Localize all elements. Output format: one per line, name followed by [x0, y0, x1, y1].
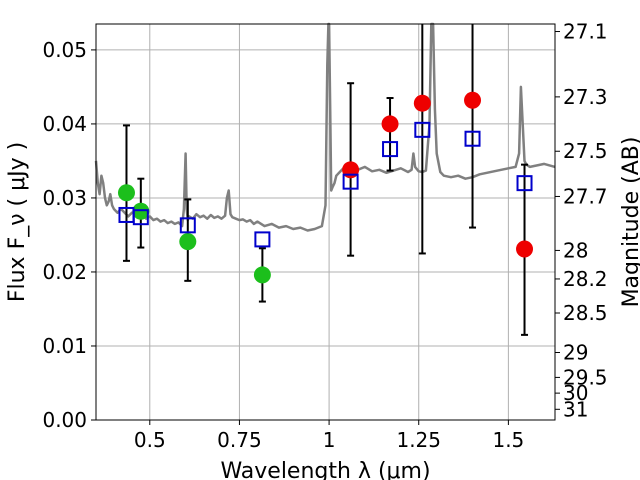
y2-tick-label: 27.5 [563, 139, 608, 163]
square-point [382, 141, 399, 158]
x-axis-ticks: 0.5 0.75 1 1.25 1.5 [134, 420, 524, 452]
y2-tick-label: 31 [563, 397, 588, 421]
square-point [414, 121, 431, 138]
x-tick-label: 1 [323, 428, 336, 452]
square-point [516, 175, 533, 192]
red-point [516, 240, 534, 258]
square-point [132, 209, 149, 226]
y2-tick-label: 27.3 [563, 85, 608, 109]
y2-tick-label: 28.5 [563, 301, 608, 325]
red-point [342, 161, 360, 179]
square-point [464, 130, 481, 147]
red-point [464, 91, 482, 109]
y-axis-label: Flux F_ν ( μJy ) [5, 142, 30, 302]
y-tick-label: 0.04 [42, 112, 87, 136]
y2-tick-label: 30 [563, 381, 588, 405]
y-axis-ticks: 0.00 0.01 0.02 0.03 0.04 0.05 [42, 38, 96, 432]
x-tick-label: 0.75 [217, 428, 262, 452]
x-tick-label: 1.25 [396, 428, 441, 452]
square-point [254, 231, 271, 248]
y2-tick-label: 29.5 [563, 365, 608, 389]
x-tick-label: 0.5 [134, 428, 166, 452]
y2-tick-label: 29 [563, 340, 588, 364]
y2-axis-label: Magnitude (AB) [619, 137, 640, 308]
x-axis-label: Wavelength λ (μm) [220, 459, 430, 480]
x-tick-label: 1.5 [492, 428, 524, 452]
y-tick-label: 0.01 [42, 334, 87, 358]
y2-tick-label: 28 [563, 238, 588, 262]
y2-tick-label: 28.2 [563, 267, 608, 291]
green-point [179, 233, 197, 251]
y-tick-label: 0.02 [42, 260, 87, 284]
y-tick-label: 0.00 [42, 408, 87, 432]
red-point [381, 115, 399, 133]
y-tick-label: 0.03 [42, 186, 87, 210]
y-tick-label: 0.05 [42, 38, 87, 62]
model-spectrum [94, 22, 556, 232]
square-point [342, 173, 359, 190]
green-point [132, 202, 150, 220]
square-point [179, 217, 196, 234]
y2-tick-label: 27.1 [563, 20, 608, 44]
data-markers [117, 91, 534, 284]
plot-frame [95, 23, 556, 421]
green-point [253, 266, 271, 284]
green-point [117, 184, 135, 202]
model-spectrum-line [94, 22, 556, 232]
y2-tick-label: 27.7 [563, 184, 608, 208]
red-point [413, 94, 431, 112]
